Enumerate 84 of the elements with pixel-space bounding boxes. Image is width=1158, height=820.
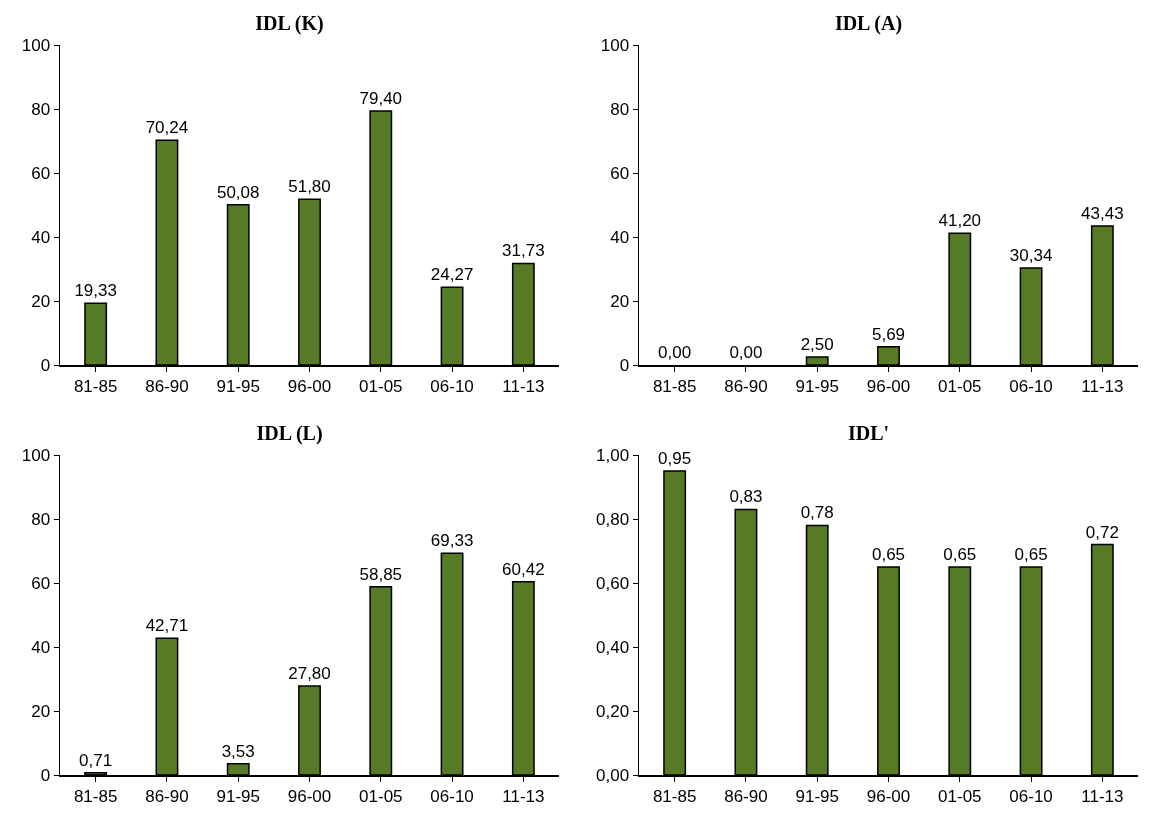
x-tick-label: 01-05 (938, 786, 982, 806)
x-tick-label: 11-13 (1081, 786, 1124, 806)
data-label: 50,08 (216, 182, 260, 202)
y-tick-label: 0,60 (596, 573, 630, 593)
y-tick-label: 100 (21, 445, 51, 465)
x-tick-label: 11-13 (1081, 376, 1124, 396)
data-label: 58,85 (359, 564, 403, 584)
y-tick-label: 80 (31, 99, 51, 119)
x-tick-label: 96-00 (287, 786, 332, 806)
data-label: 2,50 (800, 335, 834, 354)
data-label: 31,73 (502, 241, 545, 261)
x-tick-label: 86-90 (724, 376, 768, 396)
data-label: 0,00 (729, 343, 763, 362)
y-tick-label: 20 (31, 291, 51, 311)
data-label: 0,00 (658, 343, 692, 362)
y-tick-label: 20 (31, 701, 51, 721)
data-label: 0,78 (800, 503, 834, 523)
y-tick-label: 40 (610, 227, 630, 247)
x-tick-label: 81-85 (652, 786, 697, 806)
x-tick-label: 86-90 (145, 376, 189, 396)
y-tick-label: 60 (31, 163, 51, 183)
data-label: 0,71 (79, 750, 113, 770)
chart-title: IDL (L) (256, 422, 323, 446)
data-label: 79,40 (359, 88, 403, 108)
x-tick-label: 01-05 (359, 786, 403, 806)
data-label: 3,53 (221, 741, 255, 761)
y-tick-label: 0,80 (596, 509, 630, 529)
x-tick-label: 91-95 (795, 376, 839, 396)
data-label: 0,72 (1085, 522, 1119, 542)
x-tick-label: 06-10 (430, 786, 474, 806)
data-label: 70,24 (145, 118, 189, 138)
y-tick-label: 60 (610, 163, 630, 183)
y-tick-label: 40 (31, 637, 51, 657)
y-tick-label: 80 (31, 509, 51, 529)
data-label: 42,71 (145, 616, 189, 636)
x-tick-label: 01-05 (359, 376, 403, 396)
data-label: 51,80 (288, 177, 331, 197)
data-label: 43,43 (1081, 204, 1124, 224)
x-tick-label: 86-90 (145, 786, 189, 806)
data-label: 5,69 (871, 324, 906, 344)
chart-title: IDL (K) (255, 12, 324, 36)
data-label: 60,42 (502, 559, 545, 579)
y-tick-label: 100 (21, 35, 51, 55)
data-label: 19,33 (74, 281, 117, 301)
data-label: 24,27 (430, 265, 474, 285)
y-tick-label: 0 (619, 355, 630, 375)
data-label: 0,65 (1014, 545, 1048, 564)
y-tick-label: 60 (31, 573, 51, 593)
x-tick-label: 91-95 (216, 786, 260, 806)
x-tick-label: 96-00 (866, 786, 911, 806)
y-tick-label: 0,20 (596, 701, 630, 721)
chart-title: IDL (A) (834, 12, 903, 36)
data-label: 41,20 (938, 211, 982, 231)
x-tick-label: 91-95 (216, 376, 260, 396)
x-tick-label: 81-85 (73, 376, 118, 396)
x-tick-label: 01-05 (938, 376, 982, 396)
x-tick-label: 11-13 (502, 376, 545, 396)
x-tick-label: 91-95 (795, 786, 839, 806)
x-tick-label: 06-10 (1009, 786, 1053, 806)
x-tick-label: 06-10 (430, 376, 474, 396)
chart-title: IDL' (847, 422, 890, 445)
x-tick-label: 81-85 (652, 376, 697, 396)
data-label: 0,65 (943, 545, 977, 564)
y-tick-label: 20 (610, 291, 630, 311)
x-tick-label: 86-90 (724, 786, 768, 806)
data-label: 0,95 (658, 449, 692, 468)
y-tick-label: 100 (600, 35, 630, 55)
y-tick-label: 1,00 (596, 445, 630, 465)
data-label: 0,83 (729, 487, 763, 507)
x-tick-label: 96-00 (866, 376, 911, 396)
y-tick-label: 0,40 (596, 637, 630, 657)
x-tick-label: 11-13 (502, 786, 545, 806)
y-tick-label: 0 (40, 355, 51, 375)
x-tick-label: 81-85 (73, 786, 118, 806)
y-tick-label: 0,00 (596, 765, 630, 785)
data-label: 0,65 (871, 545, 906, 564)
y-tick-label: 0 (40, 765, 51, 785)
x-tick-label: 06-10 (1009, 376, 1053, 396)
y-tick-label: 80 (610, 99, 630, 119)
data-label: 27,80 (288, 664, 331, 684)
y-tick-label: 40 (31, 227, 51, 247)
data-label: 69,33 (430, 531, 474, 551)
data-label: 30,34 (1009, 245, 1053, 265)
x-tick-label: 96-00 (287, 376, 332, 396)
